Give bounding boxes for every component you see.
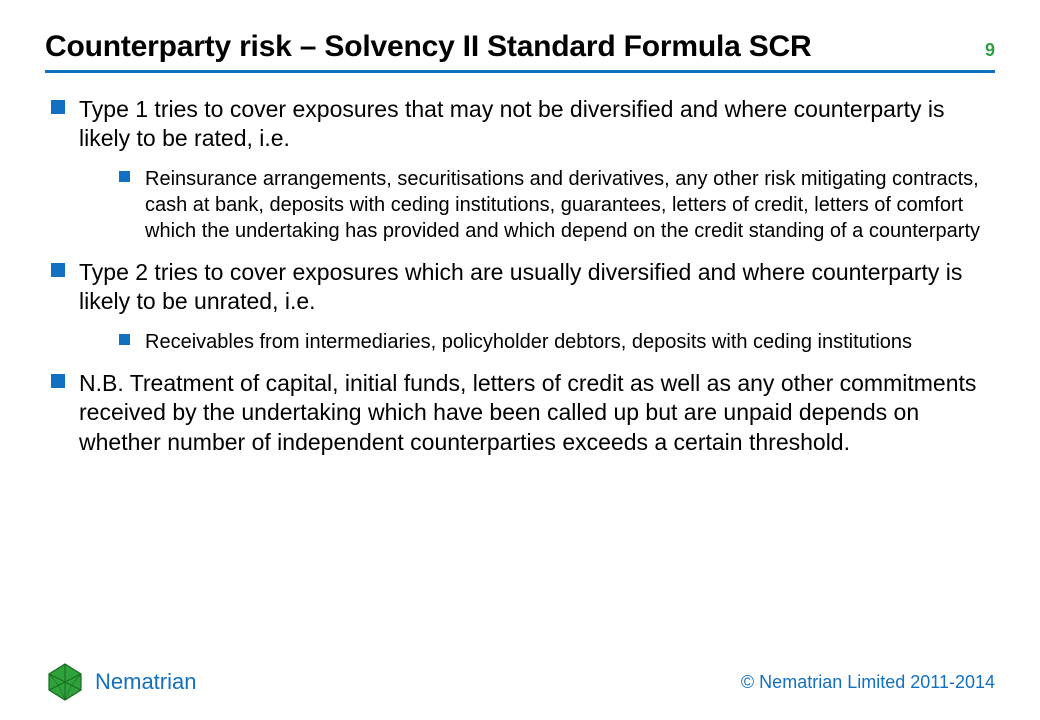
sub-bullet-text: Reinsurance arrangements, securitisation… [145,166,995,244]
bullet-text: N.B. Treatment of capital, initial funds… [79,369,995,457]
logo-icon [45,662,85,702]
slide: Counterparty risk – Solvency II Standard… [0,0,1040,720]
bullet-item: N.B. Treatment of capital, initial funds… [45,369,995,457]
bullet-text: Type 2 tries to cover exposures which ar… [79,258,995,317]
brand: Nematrian [45,662,196,702]
sub-bullet-list: Reinsurance arrangements, securitisation… [79,166,995,244]
bullet-list: Type 1 tries to cover exposures that may… [45,95,995,457]
slide-title: Counterparty risk – Solvency II Standard… [45,30,811,64]
header: Counterparty risk – Solvency II Standard… [45,30,995,73]
sub-bullet-list: Receivables from intermediaries, policyh… [79,329,995,355]
bullet-item: Type 1 tries to cover exposures that may… [45,95,995,244]
brand-name: Nematrian [95,669,196,695]
sub-bullet-item: Reinsurance arrangements, securitisation… [115,166,995,244]
bullet-item: Type 2 tries to cover exposures which ar… [45,258,995,355]
footer: Nematrian © Nematrian Limited 2011-2014 [45,662,995,702]
page-number: 9 [985,40,995,61]
copyright: © Nematrian Limited 2011-2014 [741,672,995,693]
sub-bullet-text: Receivables from intermediaries, policyh… [145,329,995,355]
sub-bullet-item: Receivables from intermediaries, policyh… [115,329,995,355]
bullet-text: Type 1 tries to cover exposures that may… [79,95,995,154]
content: Type 1 tries to cover exposures that may… [45,95,995,457]
